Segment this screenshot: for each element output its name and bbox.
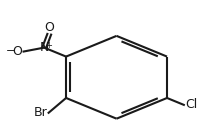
Text: O: O [44,21,54,34]
Text: +: + [46,41,53,50]
Text: Cl: Cl [185,98,197,111]
Text: N: N [40,41,49,54]
Text: Br: Br [34,106,48,119]
Text: −: − [6,46,15,56]
Text: O: O [13,45,23,58]
